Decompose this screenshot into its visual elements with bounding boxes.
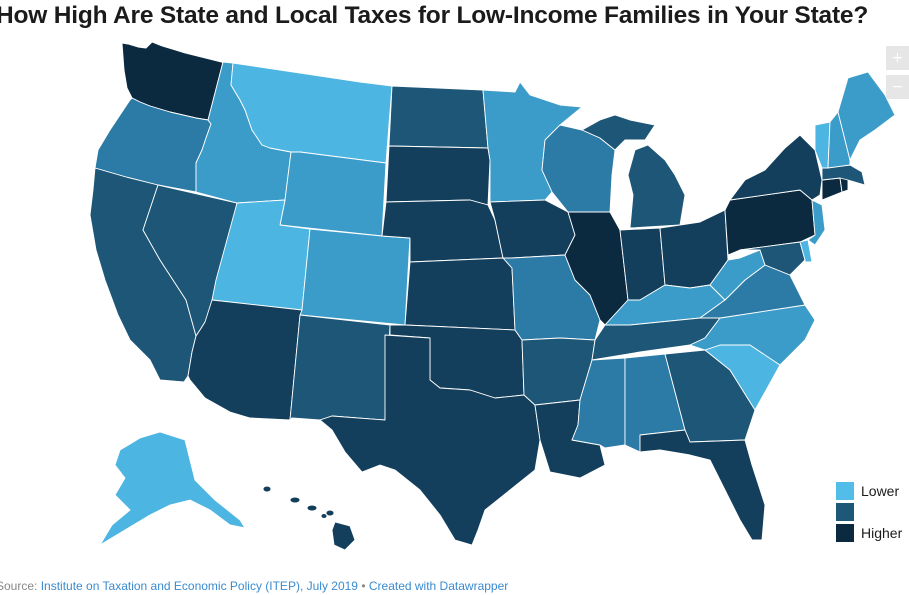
zoom-out-button[interactable]: − xyxy=(886,75,909,99)
state-connecticut[interactable] xyxy=(821,177,843,201)
state-vermont[interactable] xyxy=(814,121,831,169)
state-michigan-upper[interactable] xyxy=(581,114,656,151)
state-florida[interactable] xyxy=(639,429,766,541)
state-north-carolina[interactable] xyxy=(689,304,816,366)
state-alaska[interactable] xyxy=(99,431,246,546)
legend-item-middle xyxy=(836,503,909,523)
legend-swatch-lower xyxy=(836,482,854,500)
source-prefix: Source: xyxy=(0,579,41,593)
state-colorado[interactable] xyxy=(299,228,411,326)
map-title: How High Are State and Local Taxes for L… xyxy=(0,2,869,29)
zoom-in-button[interactable]: + xyxy=(886,46,909,70)
state-maine[interactable] xyxy=(837,71,896,161)
state-wyoming[interactable] xyxy=(279,151,387,237)
state-wisconsin[interactable] xyxy=(541,124,616,213)
source-separator: • xyxy=(357,579,369,593)
source-org-link[interactable]: Institute on Taxation and Economic Polic… xyxy=(40,579,358,593)
state-new-york[interactable] xyxy=(729,134,823,201)
state-missouri[interactable] xyxy=(502,254,601,341)
state-hawaii[interactable] xyxy=(262,485,356,551)
state-michigan[interactable] xyxy=(627,144,686,229)
state-kansas[interactable] xyxy=(404,257,516,331)
legend-swatch-higher xyxy=(836,524,854,542)
state-iowa[interactable] xyxy=(489,199,576,259)
legend-item-higher: Higher xyxy=(836,524,909,544)
legend-label-lower: Lower xyxy=(861,483,900,499)
state-new-mexico[interactable] xyxy=(289,314,391,421)
state-texas[interactable] xyxy=(319,334,541,546)
datawrapper-credit-link[interactable]: Created with Datawrapper xyxy=(368,579,509,593)
state-south-dakota[interactable] xyxy=(385,145,491,206)
state-new-hampshire[interactable] xyxy=(827,111,851,169)
legend-item-lower: Lower xyxy=(836,482,909,502)
legend-swatch-middle xyxy=(836,503,854,521)
state-delaware[interactable] xyxy=(799,239,813,263)
legend-label-higher: Higher xyxy=(861,525,903,541)
state-massachusetts[interactable] xyxy=(821,164,866,186)
state-north-dakota[interactable] xyxy=(388,85,489,149)
source-line: Source: Institute on Taxation and Econom… xyxy=(0,579,508,593)
state-montana[interactable] xyxy=(230,62,393,164)
state-new-jersey[interactable] xyxy=(807,199,826,246)
state-illinois[interactable] xyxy=(564,211,629,326)
